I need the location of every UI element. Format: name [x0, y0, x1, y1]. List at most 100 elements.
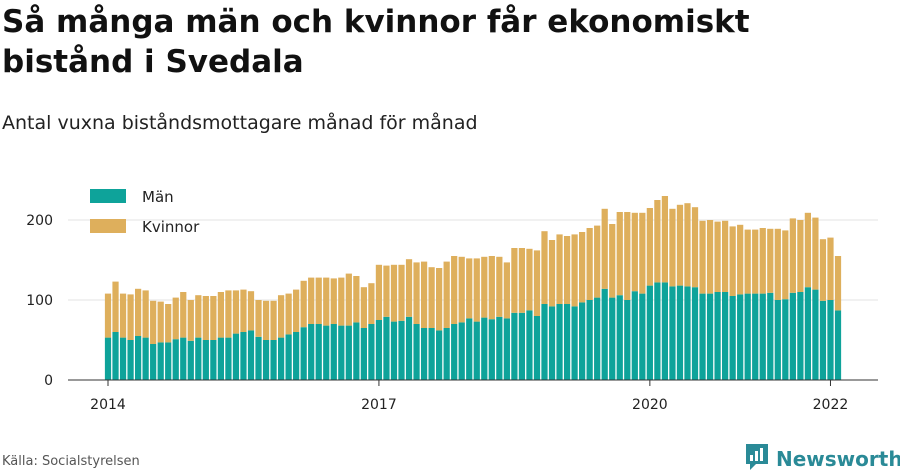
bar-woman [834, 256, 842, 311]
bar-woman [285, 293, 292, 335]
bar-man [375, 320, 383, 380]
bar-woman [323, 277, 330, 326]
bar-woman [308, 277, 315, 324]
bar-woman [210, 296, 217, 340]
bar-woman [330, 278, 337, 324]
bar-woman [609, 224, 616, 298]
bar-woman [827, 237, 834, 300]
bar-woman [624, 212, 631, 300]
bar-man [541, 304, 548, 380]
brand-name: Newsworthy [776, 447, 900, 471]
bar-man [714, 292, 721, 380]
legend: Män Kvinnor [90, 188, 200, 236]
bar-woman [518, 248, 526, 313]
bar-woman [293, 289, 300, 332]
bar-man [330, 324, 337, 380]
bar-man [631, 291, 638, 380]
bar-man [706, 293, 714, 380]
bar-woman [187, 300, 194, 341]
bar-man [729, 296, 736, 380]
bar-woman [699, 220, 706, 294]
bar-woman [104, 293, 112, 338]
bar-woman [812, 217, 819, 290]
bar-woman [752, 229, 759, 294]
bar-woman [586, 228, 593, 300]
bar-man [661, 282, 669, 380]
bar-man [488, 319, 495, 380]
bar-man [579, 302, 586, 380]
bar-woman [496, 256, 503, 317]
x-tick-label: 2020 [632, 397, 668, 413]
bar-man [774, 300, 781, 380]
bar-man [601, 288, 608, 380]
bar-man [134, 336, 142, 380]
bar-man [797, 292, 804, 380]
bar-woman [676, 204, 684, 286]
bar-woman [353, 276, 360, 323]
bar-man [759, 293, 766, 380]
bar-woman [112, 281, 119, 332]
bar-woman [157, 301, 164, 343]
bar-woman [225, 290, 232, 338]
bar-woman [390, 264, 398, 322]
legend-label: Kvinnor [142, 218, 200, 236]
bar-man [646, 285, 653, 380]
bar-woman [631, 212, 638, 292]
bar-man [827, 300, 834, 380]
bar-woman [503, 262, 510, 319]
bar-woman [744, 229, 751, 294]
bar-man [323, 325, 330, 380]
legend-swatch [90, 189, 126, 203]
bar-man [277, 337, 285, 380]
chart-subtitle: Antal vuxna biståndsmottagare månad för … [2, 112, 478, 134]
bar-man [157, 342, 164, 380]
bar-woman [180, 292, 187, 338]
bar-woman [684, 203, 691, 287]
bar-woman [533, 250, 541, 316]
bar-man [548, 306, 556, 380]
y-tick-label: 0 [44, 373, 53, 389]
bar-woman [232, 290, 240, 334]
bar-woman [541, 231, 548, 304]
bar-man [187, 340, 194, 380]
legend-swatch [90, 219, 126, 233]
bar-man [556, 304, 563, 380]
bar-woman [360, 287, 367, 328]
x-tick-label: 2014 [90, 397, 126, 413]
bar-woman [398, 264, 405, 321]
bar-woman [691, 207, 699, 288]
bar-woman [819, 239, 827, 301]
chart-title: Så många män och kvinnor får ekonomiskt … [2, 4, 750, 80]
bar-woman [594, 225, 601, 298]
bar-man [533, 316, 541, 380]
newsworthy-brand[interactable]: Newsworthy [744, 442, 900, 476]
bar-man [247, 330, 255, 380]
bar-woman [436, 268, 443, 331]
bar-woman [563, 236, 571, 304]
bar-woman [375, 264, 383, 320]
bar-man [518, 312, 526, 380]
bar-man [819, 300, 827, 380]
bar-man [398, 320, 405, 380]
bar-man [481, 317, 488, 380]
bar-man [202, 340, 209, 380]
bar-woman [443, 261, 450, 328]
bar-woman [315, 277, 322, 324]
bar-man [217, 337, 224, 380]
bar-man [609, 297, 616, 380]
bar-woman [488, 256, 495, 320]
bar-woman [127, 294, 134, 340]
bar-man [466, 318, 473, 380]
bar-man [654, 282, 661, 380]
bar-woman [737, 224, 744, 295]
bar-man [225, 337, 232, 380]
bar-man [210, 340, 217, 380]
bar-woman [368, 283, 375, 324]
bar-woman [646, 208, 653, 286]
y-axis-ticks: 0 100 200 [26, 213, 53, 389]
bar-woman [548, 240, 556, 307]
bar-woman [270, 300, 277, 340]
bar-man [308, 324, 315, 380]
bar-man [104, 337, 112, 380]
bar-man [428, 328, 435, 380]
